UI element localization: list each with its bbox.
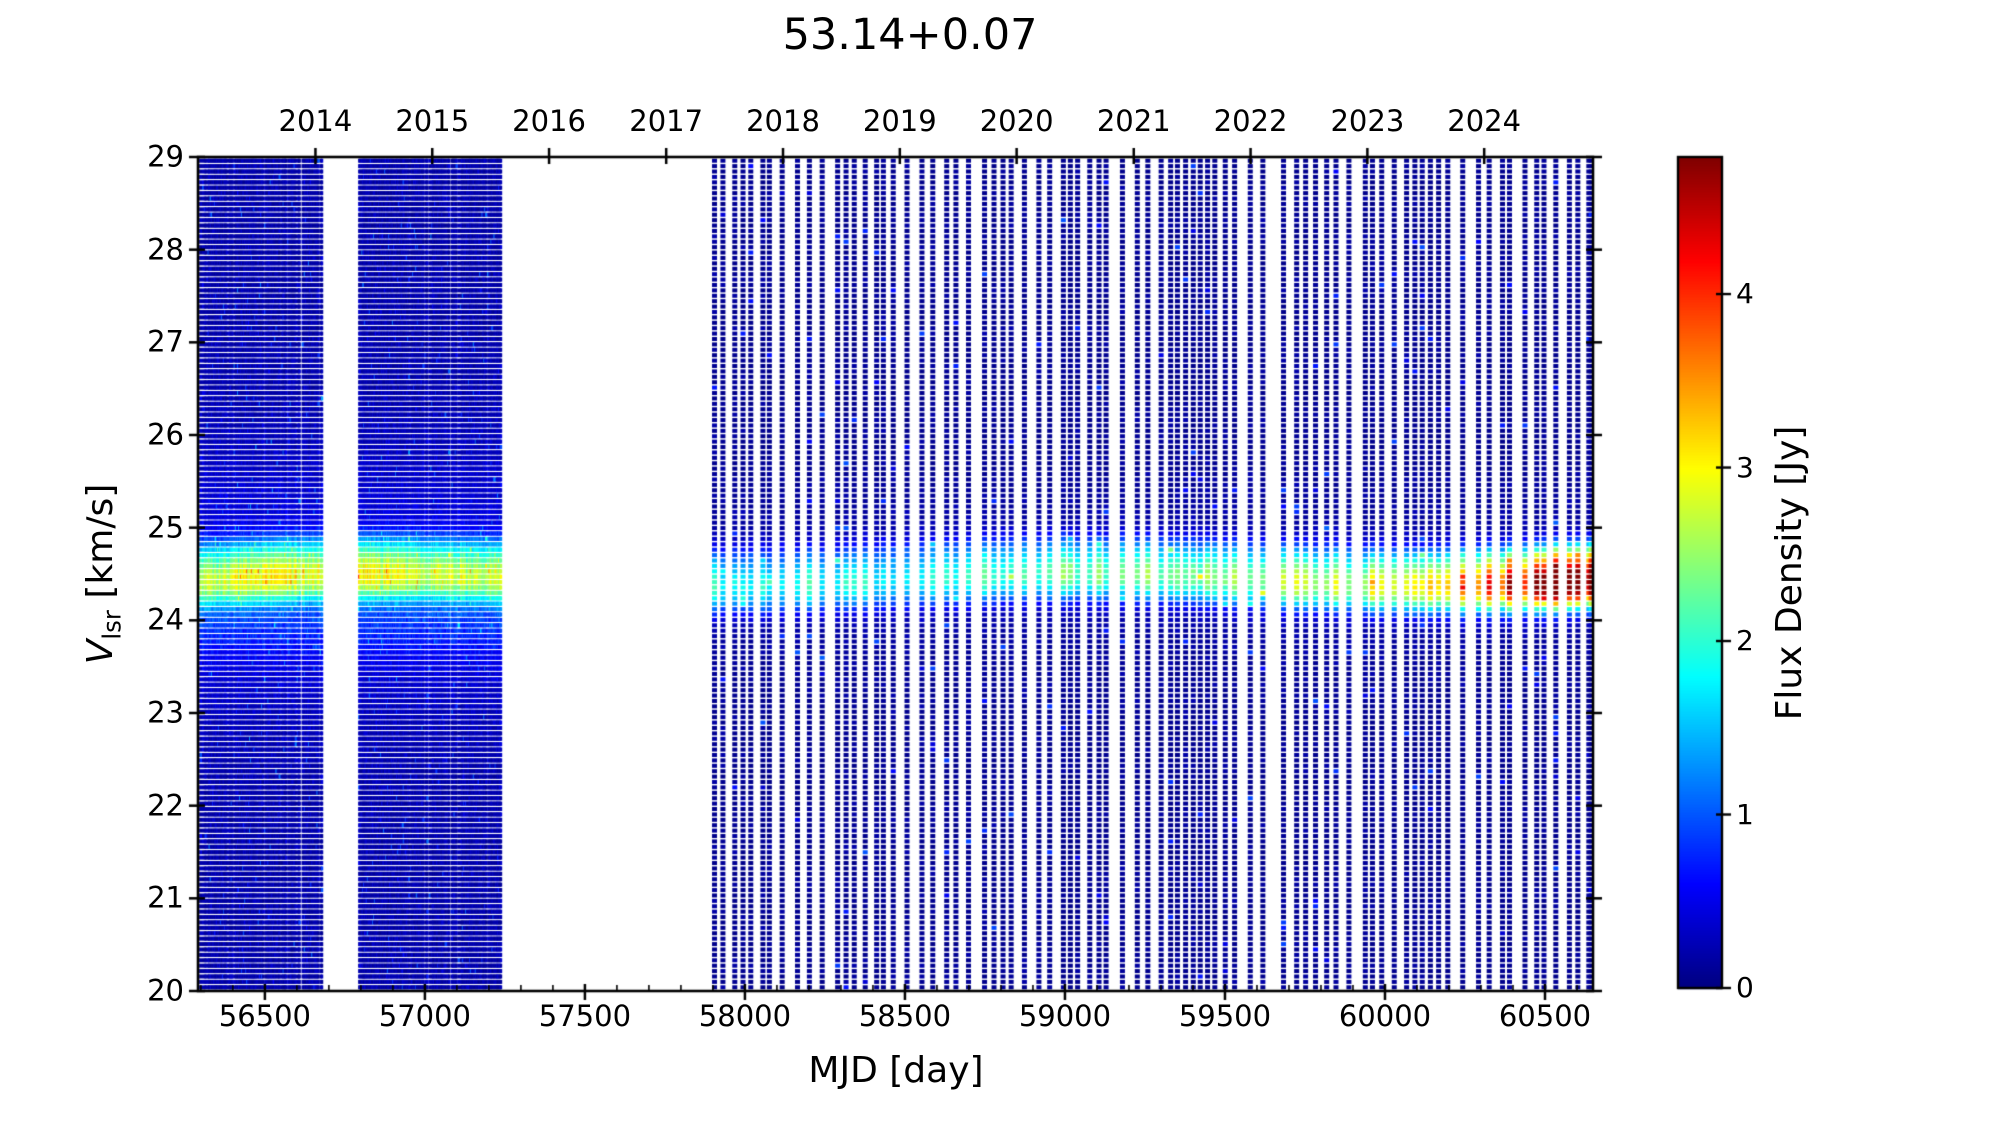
colorbar-label: Flux Density [Jy] (1769, 425, 1810, 721)
top-year-label: 2014 (278, 104, 353, 138)
colorbar-tick-label: 3 (1736, 450, 1754, 484)
x-tick-label: 58500 (858, 999, 952, 1033)
top-year-label: 2021 (1096, 104, 1171, 138)
x-tick-label: 60500 (1498, 999, 1592, 1033)
colorbar-tick-label: 1 (1736, 797, 1754, 831)
y-tick-label: 25 (147, 510, 184, 545)
top-year-label: 2019 (862, 104, 937, 138)
x-tick-label: 59000 (1018, 999, 1112, 1033)
y-axis-label-symbol: V (80, 639, 122, 665)
y-tick-label: 28 (147, 232, 184, 267)
y-axis-label-unit: [km/s] (80, 483, 122, 611)
colorbar-tick-label: 0 (1736, 971, 1754, 1004)
top-year-label: 2023 (1330, 104, 1405, 138)
x-tick-label: 57500 (538, 999, 632, 1033)
x-tick-label: 60000 (1338, 999, 1432, 1033)
x-tick-label: 56500 (218, 999, 312, 1033)
colorbar-tick-label: 2 (1736, 624, 1754, 658)
top-year-label: 2017 (629, 104, 704, 138)
x-tick-label: 57000 (378, 999, 472, 1033)
colorbar-tick-label: 4 (1736, 277, 1754, 311)
x-tick-label: 58000 (698, 999, 792, 1033)
top-year-label: 2024 (1447, 104, 1522, 138)
x-tick-label: 59500 (1178, 999, 1272, 1033)
y-tick-label: 20 (147, 973, 184, 1008)
y-tick-label: 27 (147, 324, 184, 359)
y-tick-label: 22 (147, 788, 184, 823)
plot-title: 53.14+0.07 (782, 10, 1038, 60)
y-tick-label: 26 (147, 417, 184, 452)
y-tick-label: 24 (147, 602, 184, 637)
y-axis-label: Vlsr [km/s] (80, 483, 126, 665)
y-tick-label: 23 (147, 695, 184, 730)
top-year-label: 2022 (1213, 104, 1288, 138)
top-year-label: 2015 (395, 104, 470, 138)
x-axis-label: MJD [day] (808, 1050, 984, 1091)
top-year-label: 2018 (746, 104, 820, 138)
y-tick-label: 21 (147, 880, 184, 915)
top-year-label: 2020 (979, 104, 1054, 138)
top-year-label: 2016 (512, 104, 586, 138)
y-tick-label: 29 (147, 139, 184, 174)
